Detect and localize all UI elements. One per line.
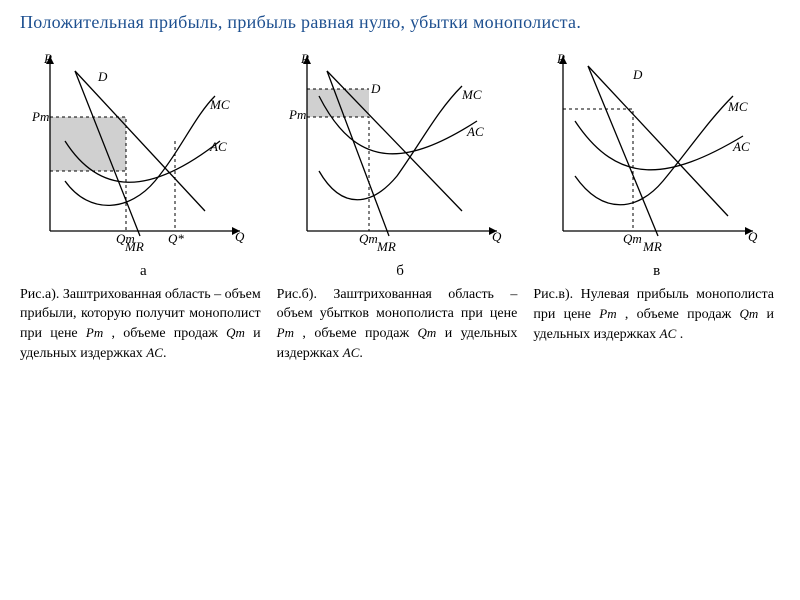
label-d: D	[97, 69, 108, 84]
chart-box: P Q D MC AC MRQm	[533, 41, 773, 261]
label-ac: AC	[732, 139, 750, 154]
label-mr: MR	[642, 239, 662, 254]
label-mr: MR	[376, 239, 396, 254]
chart-box: PQDMCACMRPmQmQ*	[20, 41, 260, 261]
panel-caption: Рис.а). Заштрихованная область – объем п…	[20, 286, 267, 364]
label-ac: AC	[209, 139, 227, 154]
label-p: P	[556, 51, 565, 66]
label-p: P	[43, 51, 52, 66]
label-mc: MC	[727, 99, 748, 114]
curve-mr	[588, 66, 658, 236]
panel-caption: Рис.в). Нулевая прибыль монополиста при …	[533, 286, 780, 345]
shaded-region	[307, 89, 369, 117]
panel-letter: а	[20, 263, 267, 280]
label-mc: MC	[209, 97, 230, 112]
label-qstar: Q*	[168, 231, 184, 246]
panel-letter: в	[533, 263, 780, 280]
panel-letter: б	[277, 263, 524, 280]
label-ac: AC	[466, 124, 484, 139]
label-q: Q	[235, 229, 245, 244]
chart-panel-v: P Q D MC AC MRQm в Рис.в). Нулевая прибыль моно…	[533, 41, 780, 364]
label-q: Q	[492, 229, 502, 244]
label-d: D	[632, 67, 643, 82]
chart-panel-a: PQDMCACMRPmQmQ*аРис.а). Заштрихованная о…	[20, 41, 267, 364]
label-qm: Qm	[623, 231, 642, 246]
label-qm: Qm	[116, 231, 135, 246]
guide-line	[307, 117, 369, 231]
curve-ac	[575, 121, 743, 170]
label-p: P	[300, 51, 309, 66]
label-d: D	[370, 81, 381, 96]
label-q: Q	[748, 229, 758, 244]
shaded-region	[50, 117, 126, 171]
page-title: Положительная прибыль, прибыль равная ну…	[20, 12, 780, 33]
label-pm: Pm	[288, 107, 306, 122]
curve-d	[588, 66, 728, 216]
label-mc: MC	[461, 87, 482, 102]
guide-line	[563, 109, 633, 231]
charts-row: P Q D MC AC MR Pm Qm Q* а Рис.а). Заштрихованная о…	[20, 41, 780, 364]
label-pm: Pm	[31, 109, 49, 124]
chart-panel-b: P Q D MC AC MR Pm Qm б Рис.б). Заштрихованная обл…	[277, 41, 524, 364]
label-qm: Qm	[359, 231, 378, 246]
panel-caption: Рис.б). Заштрихованная область – объем у…	[277, 286, 524, 364]
curve-mc	[575, 96, 733, 205]
chart-box: P Q D MC AC MR Pm Qm	[277, 41, 517, 261]
